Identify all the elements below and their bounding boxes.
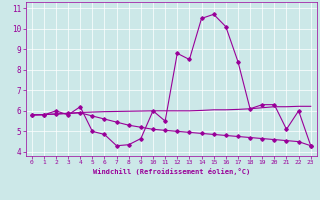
X-axis label: Windchill (Refroidissement éolien,°C): Windchill (Refroidissement éolien,°C)	[92, 168, 250, 175]
